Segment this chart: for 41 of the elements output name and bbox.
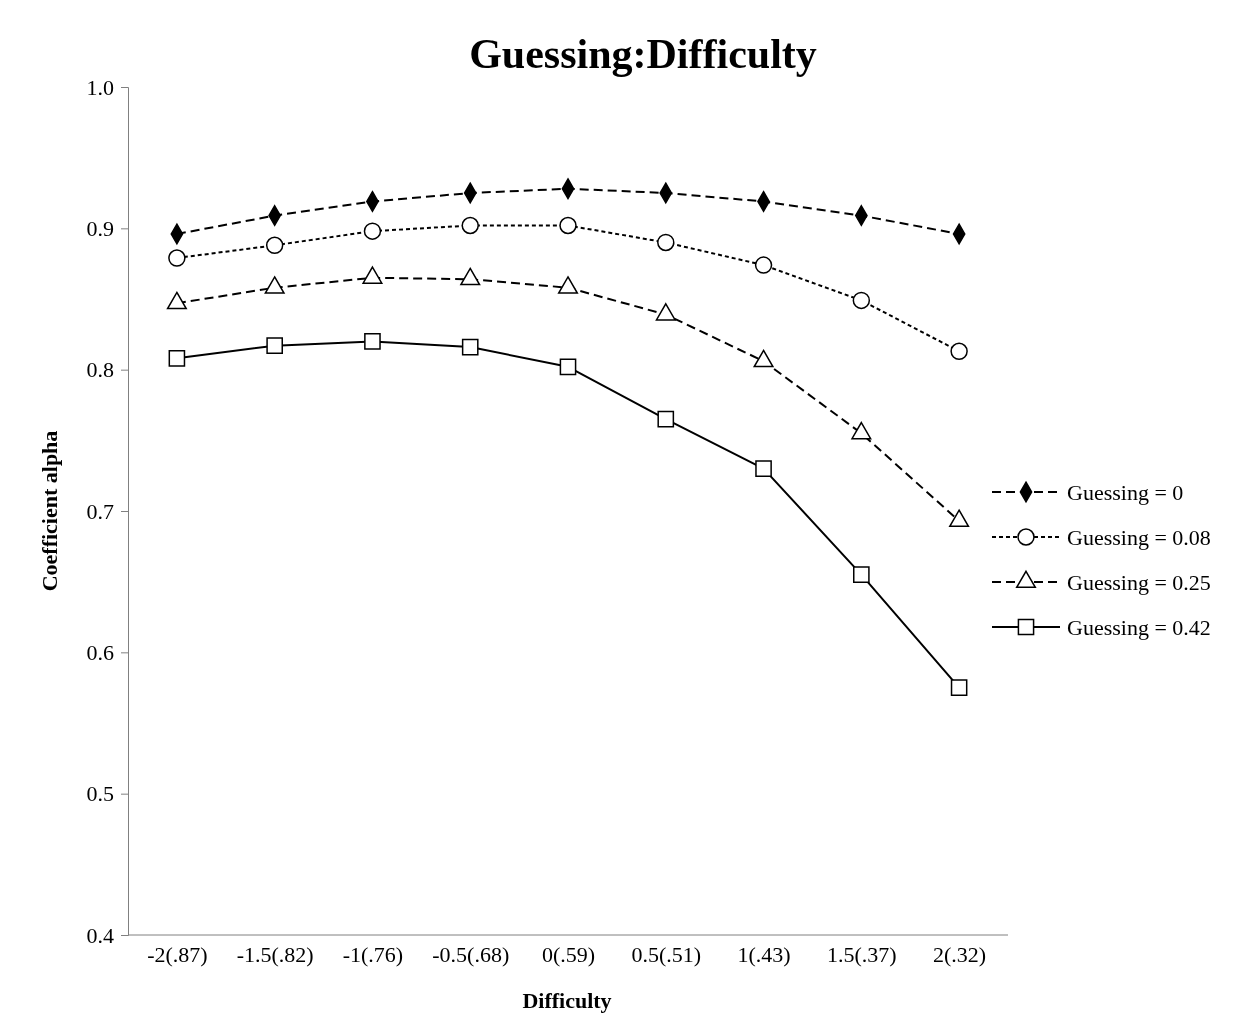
point — [754, 256, 773, 274]
x-tick-label: 0(.59) — [541, 942, 596, 967]
point — [364, 333, 381, 350]
legend-label: Guessing = 0.42 — [1067, 615, 1211, 640]
point — [461, 338, 479, 356]
chart-title: Guessing:Difficulty — [469, 31, 817, 77]
point — [950, 679, 968, 696]
y-tick-label: 0.8 — [86, 357, 114, 383]
x-tick-label: -0.5(.68) — [432, 942, 510, 967]
y-tick-label: 0.9 — [86, 215, 114, 241]
point — [657, 410, 675, 428]
legend-label: Guessing = 0.08 — [1067, 525, 1211, 550]
point — [559, 216, 577, 235]
x-tick-label: 1(.43) — [737, 942, 791, 967]
y-tick-label: 0.4 — [86, 922, 114, 948]
legend-label: Guessing = 0 — [1067, 480, 1184, 505]
point — [266, 337, 283, 354]
x-tick-label: -1(.76) — [342, 942, 404, 967]
point — [852, 291, 871, 310]
x-tick-label: -1.5(.82) — [236, 942, 314, 967]
point — [559, 358, 577, 376]
y-tick-label: 0.5 — [86, 781, 114, 807]
x-tick-label: 2(.32) — [933, 942, 987, 967]
legend-label: Guessing = 0.25 — [1067, 570, 1211, 595]
y-tick-label: 0.7 — [86, 498, 114, 524]
point — [168, 249, 186, 267]
point — [657, 233, 675, 252]
point — [950, 342, 968, 361]
x-tick-label: 1.5(.37) — [827, 942, 897, 967]
point — [461, 216, 479, 235]
y-tick-label: 0.6 — [86, 639, 114, 665]
x-tick-label: -2(.87) — [147, 942, 208, 967]
y-tick-label: 1.0 — [86, 74, 114, 100]
x-axis-title: Difficulty — [522, 988, 612, 1013]
point — [168, 350, 186, 367]
x-tick-label: 0.5(.51) — [631, 942, 702, 967]
y-axis-title: Coefficient alpha — [37, 430, 62, 592]
point — [755, 460, 772, 477]
point — [363, 222, 382, 240]
point — [853, 566, 870, 583]
point — [265, 236, 284, 255]
